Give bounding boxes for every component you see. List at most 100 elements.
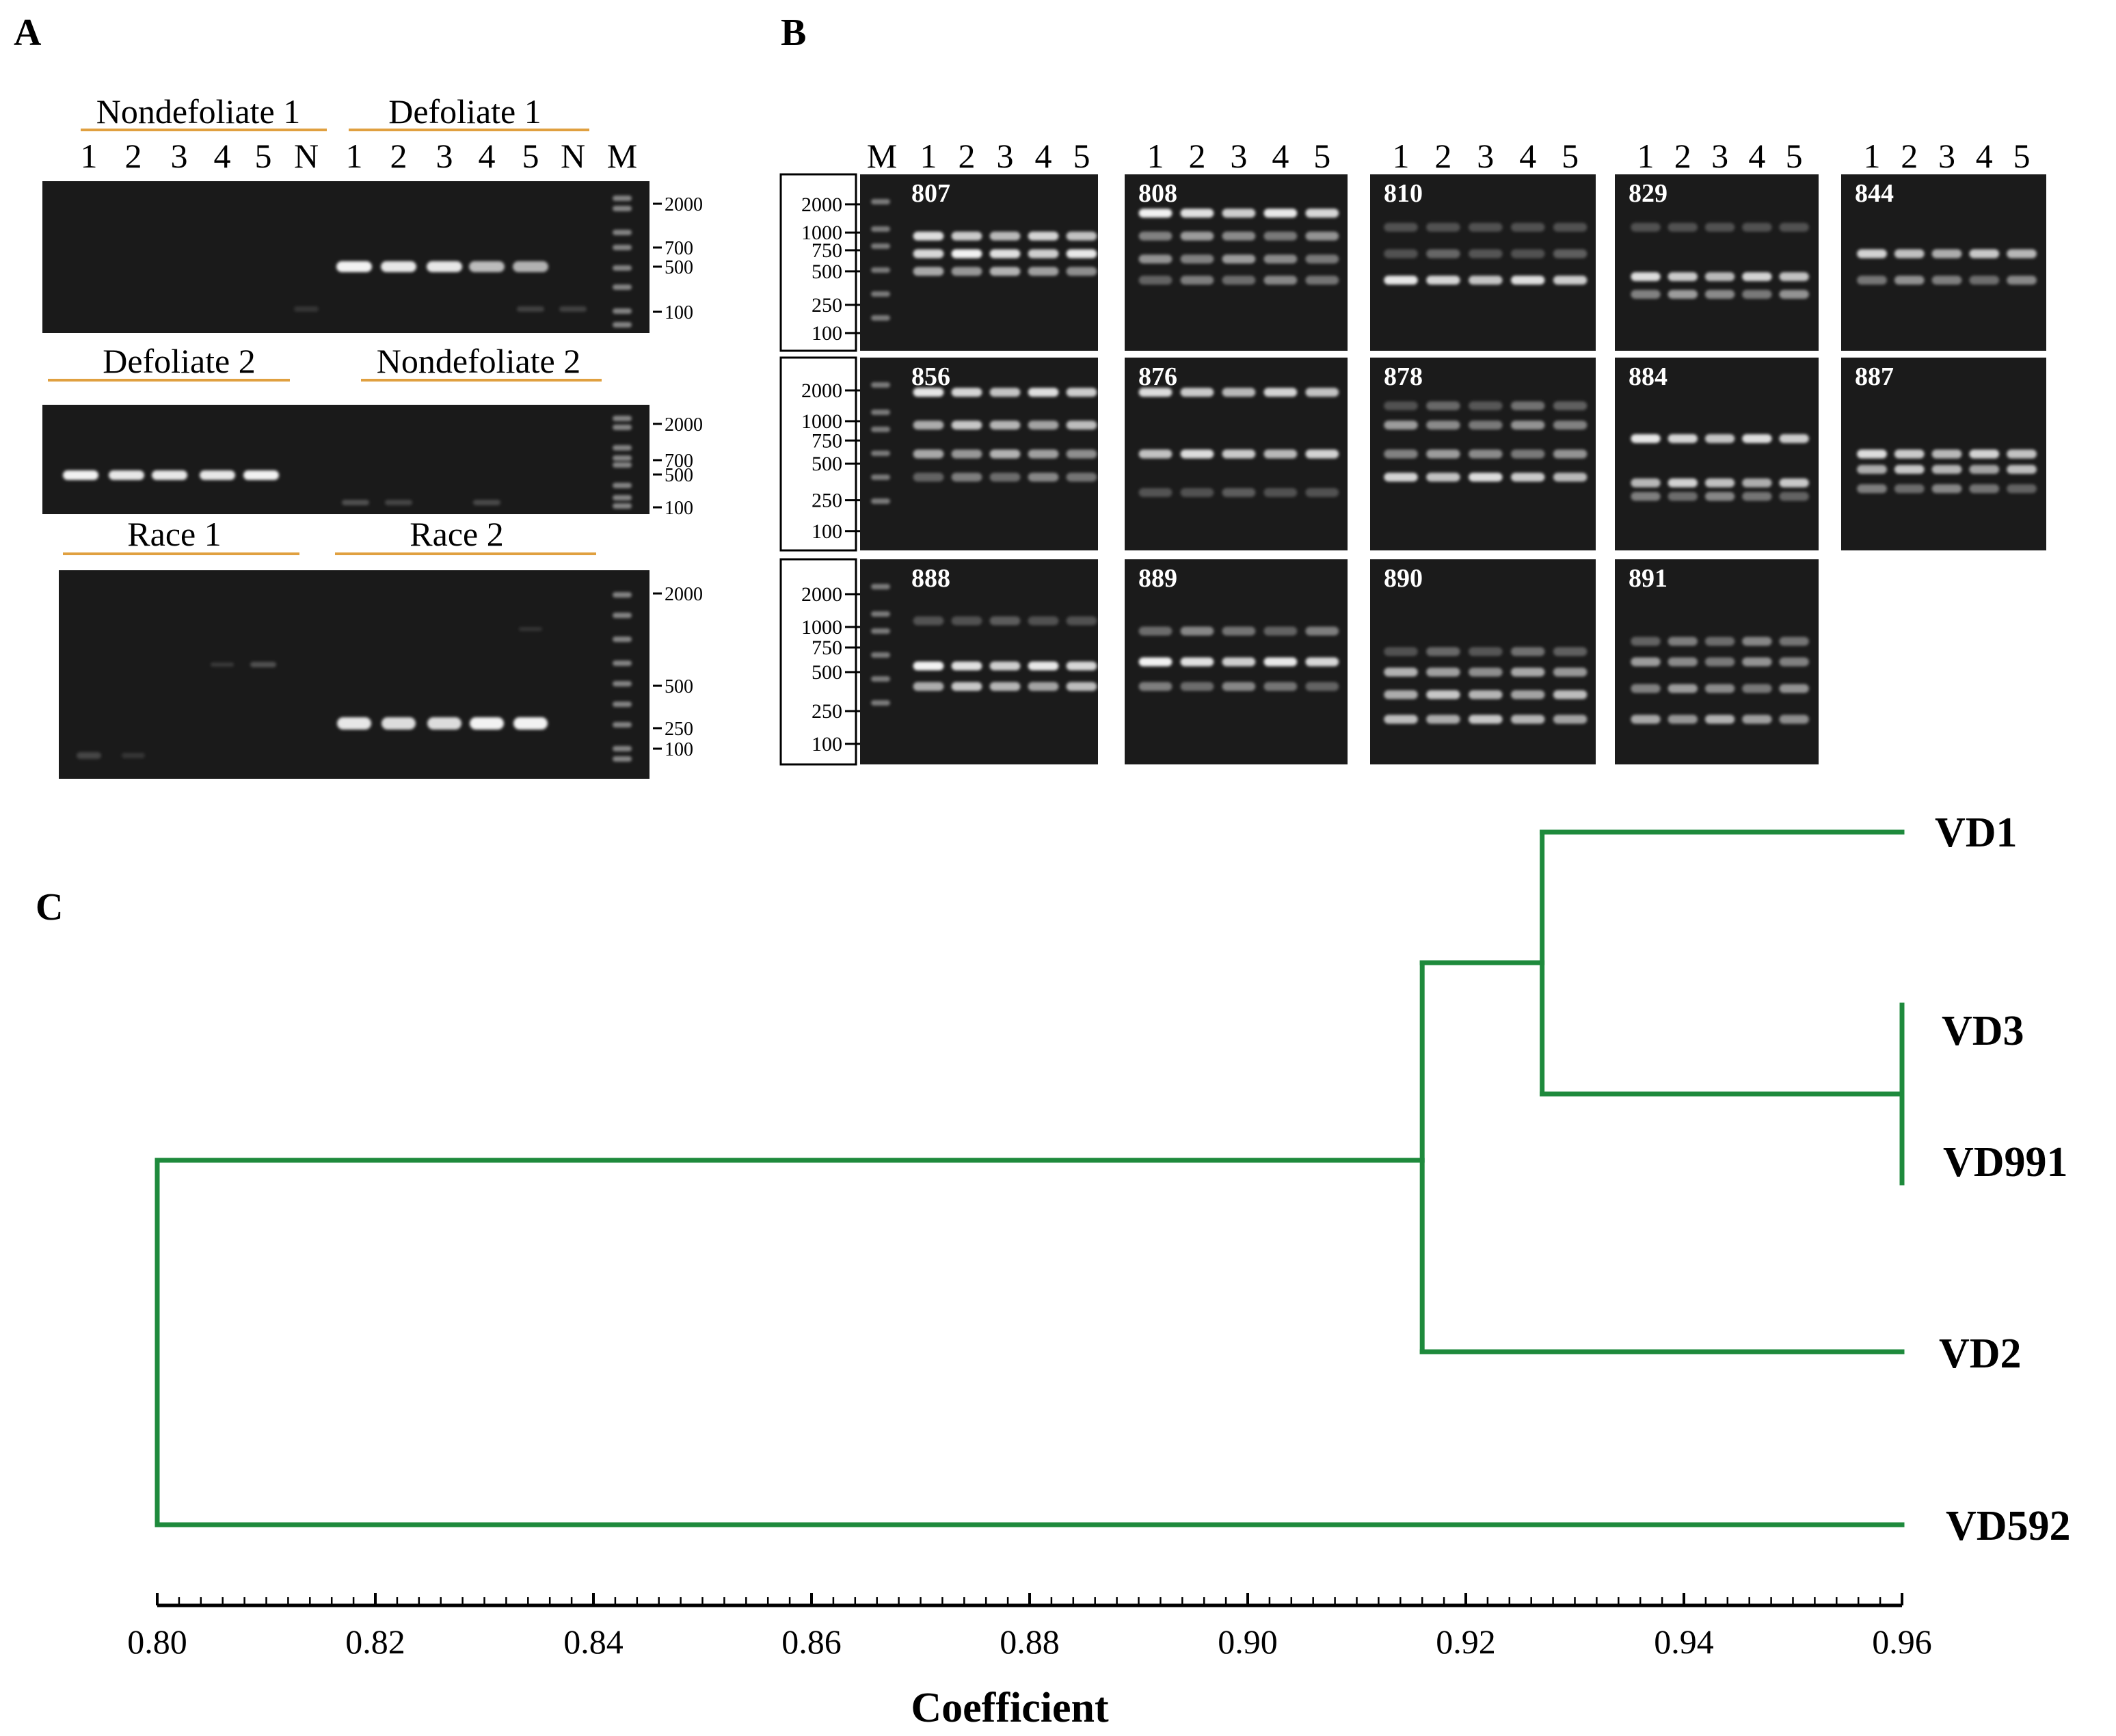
tick-label: 0.96: [1872, 1623, 1932, 1661]
gel-band: [1631, 272, 1661, 282]
ladder-band: [613, 425, 632, 430]
gel-band: [1704, 478, 1735, 488]
gel-band: [1138, 657, 1173, 667]
ladder-size-label: 250: [812, 700, 842, 723]
lane-label: 3: [171, 137, 188, 175]
gel-band: [1668, 272, 1698, 282]
ladder-band: [613, 495, 632, 500]
gel-band: [473, 500, 500, 505]
gel-band: [1742, 637, 1772, 646]
gel-band: [1704, 684, 1735, 693]
ladder-size-label: 1000: [801, 616, 842, 639]
gel-band: [1263, 626, 1298, 636]
gel-band: [1779, 657, 1809, 667]
gel-band: [1553, 667, 1588, 677]
gel-band: [1857, 449, 1887, 459]
gel-band: [951, 661, 982, 671]
primer-label: 878: [1384, 362, 1423, 391]
gel-band: [513, 261, 548, 272]
gel-image: [1841, 174, 2046, 351]
ladder-band: [613, 284, 632, 290]
gel-band: [250, 662, 276, 667]
gel-band: [1222, 209, 1256, 218]
gel-band: [1742, 272, 1772, 282]
panel-a-label: A: [14, 12, 42, 54]
primer-label: 887: [1855, 362, 1894, 391]
lane-label: 2: [1674, 137, 1691, 175]
gel-band: [1631, 657, 1661, 667]
gel-band: [951, 472, 982, 482]
gel-band: [1426, 667, 1460, 677]
ladder-band: [613, 592, 632, 598]
ladder-size-label: 750: [812, 429, 842, 452]
gel-band: [381, 717, 416, 730]
primer-label: 808: [1138, 179, 1177, 208]
gel-band: [1222, 449, 1256, 459]
lane-label: 4: [214, 137, 231, 175]
gel-band: [1222, 388, 1256, 397]
lane-label: 1: [1864, 137, 1881, 175]
gel-band: [243, 470, 279, 480]
gel-band: [989, 267, 1021, 276]
gel-band: [951, 231, 982, 241]
gel-band: [913, 449, 944, 459]
gel-band: [1631, 433, 1661, 443]
ladder-size-label: 2000: [801, 583, 842, 606]
tick-label: 0.82: [345, 1623, 405, 1661]
gel-band: [1384, 420, 1418, 430]
gel-band: [1668, 492, 1698, 501]
gel-band: [427, 717, 461, 730]
lane-label: 4: [1748, 137, 1765, 175]
gel-band: [1066, 249, 1097, 258]
gel-band: [1779, 492, 1809, 501]
gel-band: [1426, 449, 1460, 459]
gel-band: [989, 388, 1021, 397]
ladder-band: [613, 445, 632, 451]
ladder-band: [613, 265, 632, 271]
gel-band: [1263, 209, 1298, 218]
primer-label: 888: [911, 564, 950, 593]
gel-band: [1857, 276, 1887, 285]
gel-band: [951, 449, 982, 459]
size-marker-label: 250: [665, 719, 693, 740]
gel-band: [1510, 667, 1545, 677]
gel-band: [1510, 647, 1545, 656]
gel-band: [1305, 449, 1339, 459]
gel-band: [1553, 401, 1588, 410]
ladder-band: [871, 700, 890, 706]
gel-band: [385, 500, 412, 505]
gel-band: [1138, 682, 1173, 691]
gel-band: [1426, 276, 1460, 285]
gel-band: [1180, 209, 1214, 218]
gel-band: [122, 753, 145, 758]
ladder-size-label: 100: [812, 322, 842, 345]
primer-label: 810: [1384, 179, 1423, 208]
ladder-size-label: 750: [812, 637, 842, 659]
gel-image: [1615, 174, 1819, 351]
gel-image-1: [42, 181, 649, 333]
gel-band: [1742, 478, 1772, 488]
gel-image: [1370, 559, 1596, 764]
gel-band: [913, 616, 944, 626]
group-label-race-2: Race 2: [410, 515, 503, 553]
tick-label: 0.86: [781, 1623, 842, 1661]
gel-band: [1305, 209, 1339, 218]
lane-label: 4: [479, 137, 496, 175]
gel-band: [1028, 616, 1059, 626]
gel-band: [1222, 254, 1256, 264]
lane-label: 1: [1393, 137, 1410, 175]
gel-band: [1138, 209, 1173, 218]
ladder-band: [613, 483, 632, 488]
gel-band: [1742, 684, 1772, 693]
lane-label: 4: [1519, 137, 1536, 175]
gel-band: [513, 717, 548, 730]
ladder-band: [871, 243, 890, 249]
gel-band: [1631, 715, 1661, 724]
gel-band: [1553, 420, 1588, 430]
gel-band: [1384, 690, 1418, 699]
gel-band: [1857, 465, 1887, 475]
gel-band: [913, 420, 944, 430]
gel-band: [1469, 249, 1503, 258]
ladder-band: [871, 652, 890, 658]
